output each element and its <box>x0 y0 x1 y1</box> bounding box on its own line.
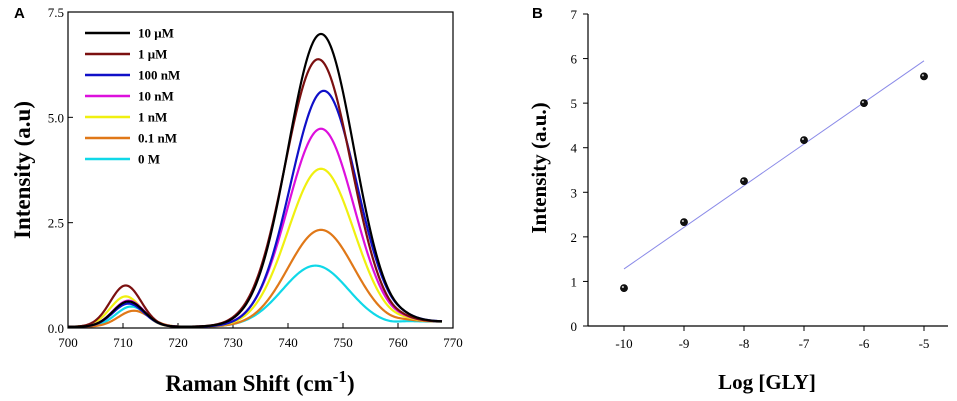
panel-a-ytick-label: 2.5 <box>48 216 64 231</box>
panel-a-series-line <box>68 264 443 328</box>
panel-a-legend-label: 100 nM <box>138 68 180 83</box>
panel-b-data-point-highlight <box>741 178 745 182</box>
panel-a-xtick-label: 700 <box>58 335 78 350</box>
panel-b-data-point <box>680 218 688 227</box>
panel-b-data-point-highlight <box>801 137 805 141</box>
panel-a-xtick-label: 750 <box>333 335 353 350</box>
panel-b-data-point <box>920 72 928 81</box>
panel-b-ytick-label: 1 <box>571 274 578 289</box>
panel-a-frame <box>67 11 454 329</box>
panel-b-data-point <box>800 136 808 145</box>
panel-b-data-point-highlight <box>681 219 685 223</box>
panel-b-data-point-highlight <box>861 100 865 104</box>
panel-b-xtick-label: -6 <box>859 336 870 351</box>
panel-a-legend-label: 1 μM <box>138 47 167 62</box>
panel-b-ytick-label: 6 <box>571 52 578 67</box>
panel-b-data-point-highlight <box>621 285 625 289</box>
panel-a-xtick-label: 740 <box>278 335 298 350</box>
panel-a-label: A <box>14 5 25 22</box>
panel-b-data-point <box>860 99 868 108</box>
panel-a-legend-label: 10 nM <box>138 89 174 104</box>
panel-b-xtick-label: -7 <box>799 336 810 351</box>
panel-b-ticks: -10 -9 -8 -7 -6 -5 0 1 2 3 4 5 6 7 <box>571 7 930 351</box>
panel-a-ticks: 700 710 720 730 740 750 760 770 0.0 2.5 5.0 7.5 <box>48 5 463 350</box>
panel-a: A Intensity (a.u) Raman Shift (cm-1) 700… <box>10 5 463 396</box>
panel-a-series-line <box>68 89 443 328</box>
panel-a-series-line <box>68 228 443 328</box>
panel-b-fit <box>623 60 925 270</box>
panel-a-xtick-label: 760 <box>388 335 408 350</box>
panel-a-legend: 10 μM 1 μM 100 nM 10 nM 1 nM 0.1 nM 0 M <box>85 26 180 167</box>
panel-b-xtick-label: -9 <box>679 336 690 351</box>
panel-a-series-line <box>67 167 443 328</box>
panel-a-xlabel-main: Raman Shift (cm <box>165 371 332 396</box>
panel-b-ytick-label: 5 <box>571 96 578 111</box>
panel-b-xlabel: Log [GLY] <box>718 370 816 394</box>
panel-b: B Intensity (a.u.) Log [GLY] -10 -9 -8 -7 -6… <box>527 5 948 394</box>
panel-a-ylabel: Intensity (a.u) <box>10 101 35 239</box>
panel-a-ytick-label: 0.0 <box>48 321 64 336</box>
panel-b-xtick-label: -8 <box>739 336 750 351</box>
panel-a-xtick-label: 720 <box>168 335 188 350</box>
panel-b-ytick-label: 3 <box>571 185 578 200</box>
panel-a-xtick-label: 710 <box>113 335 133 350</box>
panel-a-series <box>67 32 443 328</box>
panel-b-ytick-label: 4 <box>571 141 578 156</box>
panel-b-data-point-highlight <box>921 74 925 77</box>
panel-a-series-line <box>67 58 443 328</box>
panel-b-ytick-label: 2 <box>571 230 578 245</box>
panel-b-xtick-label: -5 <box>919 336 930 351</box>
panel-a-ytick-label: 7.5 <box>48 5 64 20</box>
panel-a-legend-label: 10 μM <box>138 26 174 41</box>
panel-b-data-point <box>740 177 748 186</box>
panel-b-ylabel: Intensity (a.u.) <box>527 102 551 233</box>
panel-a-xlabel: Raman Shift (cm-1) <box>165 367 354 396</box>
panel-a-xlabel-sup: -1 <box>333 367 347 386</box>
panel-a-legend-label: 0 M <box>138 152 160 167</box>
panel-b-label: B <box>532 5 543 22</box>
panel-a-xtick-label: 730 <box>223 335 243 350</box>
panel-a-xlabel-close: ) <box>347 371 355 396</box>
panel-a-legend-label: 1 nM <box>138 110 167 125</box>
panel-b-ytick-label: 7 <box>571 7 578 22</box>
panel-a-ytick-label: 5.0 <box>48 110 64 125</box>
panel-a-series-line <box>68 32 443 328</box>
panel-a-xtick-label: 770 <box>443 335 463 350</box>
panel-b-ytick-label: 0 <box>571 319 578 334</box>
panel-b-points <box>620 72 928 293</box>
panel-b-fit-line <box>623 60 925 270</box>
panel-b-xtick-label: -10 <box>615 336 632 351</box>
panel-b-data-point <box>620 284 628 293</box>
panel-a-legend-label: 0.1 nM <box>138 131 177 146</box>
